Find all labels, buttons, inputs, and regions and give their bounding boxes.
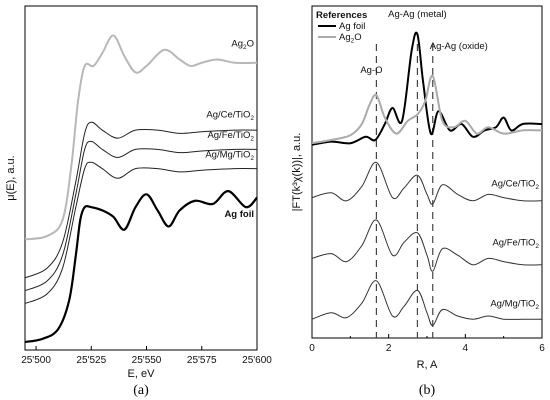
panel-a-label-ag-foil: Ag foil	[224, 209, 254, 220]
panel-b-x-ticks: 0 2 4 6	[309, 334, 545, 354]
panel-a-tick-label: 25'500	[21, 355, 51, 366]
panel-a-series-ag-fe-tio2	[24, 140, 258, 292]
panel-b-series-ag-fe-tio2	[311, 219, 543, 272]
panel-a-series-ag2o	[24, 34, 258, 241]
panel-b-tick-label: 6	[539, 343, 545, 354]
panel-b-series-ag-ce-tio2	[311, 161, 543, 205]
label-ag-ag-metal: Ag-Ag (metal)	[388, 9, 447, 20]
panel-a-plot-area: Ag2O Ag/Ce/TiO2 Ag/Fe/TiO2 Ag/Mg/TiO2 Ag foi…	[24, 34, 258, 344]
panel-b-label-ag-mg-tio2: Ag/Mg/TiO2	[490, 298, 539, 311]
panel-b-series-ag-mg-tio2	[311, 280, 542, 327]
legend-entry-ag-foil: Ag foil	[339, 21, 365, 32]
panel-b-label-ag-ce-tio2: Ag/Ce/TiO2	[491, 178, 539, 191]
panel-b-frame	[311, 5, 543, 339]
panel-b-y-axis-label: |FT(k³χ(k))|, a.u.	[291, 133, 303, 212]
panel-b-tick-label: 0	[309, 343, 315, 354]
panel-a-tick-label: 25'525	[76, 355, 106, 366]
panel-a-label-ag-fe-tio2: Ag/Fe/TiO2	[207, 130, 254, 143]
legend-title: References	[316, 10, 367, 21]
panel-a-label-ag-mg-tio2: Ag/Mg/TiO2	[205, 149, 254, 162]
panel-a-label: (a)	[133, 383, 149, 398]
panel-b-tick-label: 4	[463, 343, 469, 354]
label-ag-o: Ag-O	[360, 65, 382, 76]
panel-a-series-ag-ce-tio2	[24, 121, 258, 279]
panel-a-tick-label: 25'600	[242, 355, 272, 366]
panel-a-x-ticks: 25'500 25'525 25'550 25'575 25'600	[21, 346, 272, 366]
panel-b-series-ag2o	[311, 74, 543, 145]
panel-a-tick-label: 25'575	[187, 355, 217, 366]
panel-b-series-ag-foil	[311, 31, 543, 146]
panel-a-series-ag-mg-tio2	[24, 161, 258, 304]
panel-b-label: (b)	[419, 383, 436, 398]
panel-a-tick-label: 25'550	[132, 355, 162, 366]
panel-a-x-axis-label: E, eV	[128, 368, 156, 380]
panel-a-y-axis-label: μ(E), a.u.	[5, 155, 17, 200]
panel-a-series-ag-foil	[24, 190, 258, 344]
panel-a-label-ag2o: Ag2O	[231, 39, 254, 52]
panel-b-x-axis-label: R, A	[417, 359, 438, 371]
label-ag-ag-oxide: Ag-Ag (oxide)	[430, 41, 488, 52]
panel-b-label-ag-fe-tio2: Ag/Fe/TiO2	[492, 238, 539, 251]
panel-a-frame	[24, 5, 258, 351]
legend-entry-ag2o: Ag2O	[339, 32, 362, 45]
panel-a-label-ag-ce-tio2: Ag/Ce/TiO2	[206, 109, 254, 122]
panel-b-tick-label: 2	[386, 343, 392, 354]
panel-b-plot-area: Ag-O Ag-Ag (metal) Ag-Ag (oxide) Ag/Ce/TiO2…	[311, 9, 543, 338]
